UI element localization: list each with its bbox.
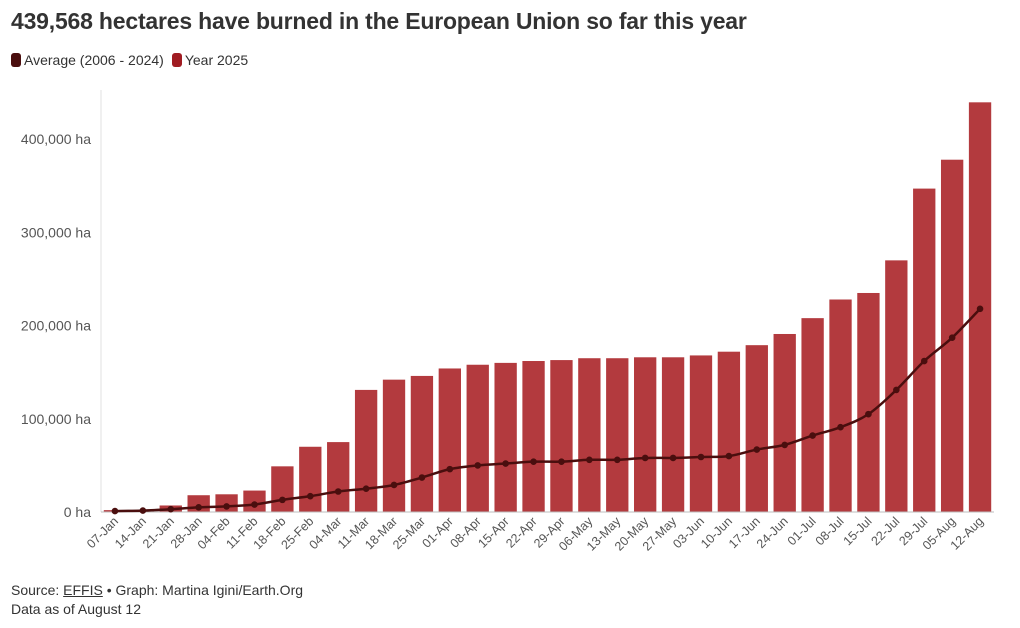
x-tick-label: 08-Jul bbox=[813, 514, 847, 548]
bar-year-2025 bbox=[689, 355, 713, 512]
bar-year-2025 bbox=[327, 442, 350, 512]
bar-year-2025 bbox=[829, 299, 852, 512]
bar-year-2025 bbox=[438, 368, 461, 512]
bar-year-2025 bbox=[410, 375, 434, 512]
average-point bbox=[474, 462, 482, 469]
average-point bbox=[390, 481, 398, 489]
bar-year-2025 bbox=[466, 364, 489, 512]
average-point bbox=[446, 465, 454, 473]
average-point bbox=[530, 458, 537, 465]
average-point bbox=[418, 474, 426, 481]
x-tick-label: 22-Jul bbox=[868, 514, 902, 548]
footer: Source: EFFIS • Graph: Martina Igini/Ear… bbox=[11, 581, 303, 619]
average-point bbox=[279, 496, 286, 504]
bar-year-2025 bbox=[913, 188, 936, 512]
average-point bbox=[893, 386, 900, 394]
average-point bbox=[502, 460, 509, 467]
average-point bbox=[195, 504, 202, 511]
average-point bbox=[781, 441, 789, 449]
source-prefix: Source: bbox=[11, 582, 60, 598]
average-point bbox=[948, 334, 956, 342]
average-point bbox=[865, 410, 872, 418]
average-point bbox=[223, 503, 230, 510]
bar-year-2025 bbox=[857, 292, 880, 512]
average-point bbox=[976, 305, 984, 313]
bar-year-2025 bbox=[299, 446, 322, 512]
average-point bbox=[586, 456, 593, 464]
average-point bbox=[306, 492, 314, 500]
bar-year-2025 bbox=[382, 379, 406, 512]
average-point bbox=[837, 423, 844, 431]
average-point bbox=[697, 453, 705, 461]
average-point bbox=[334, 488, 342, 495]
graph-credit: • Graph: Martina Igini/Earth.Org bbox=[106, 582, 304, 598]
y-tick-label: 400,000 ha bbox=[21, 131, 91, 147]
bar-year-2025 bbox=[661, 357, 685, 512]
bar-year-2025 bbox=[634, 357, 657, 512]
average-point bbox=[362, 485, 370, 493]
source-link[interactable]: EFFIS bbox=[63, 582, 103, 598]
average-point bbox=[753, 446, 761, 453]
bar-year-2025 bbox=[745, 345, 768, 512]
x-tick-label: 01-Jul bbox=[785, 514, 819, 548]
average-point bbox=[725, 452, 733, 460]
bar-year-2025 bbox=[717, 351, 741, 512]
average-point bbox=[669, 454, 677, 462]
bar-year-2025 bbox=[578, 358, 601, 512]
y-tick-label: 200,000 ha bbox=[21, 318, 91, 334]
bar-year-2025 bbox=[494, 362, 517, 512]
average-point bbox=[641, 454, 649, 462]
average-point bbox=[167, 505, 175, 513]
x-tick-label: 15-Jul bbox=[841, 514, 875, 548]
bar-year-2025 bbox=[271, 466, 294, 512]
legend-swatch-year-2025 bbox=[171, 53, 182, 67]
bar-year-2025 bbox=[773, 333, 796, 512]
bar-year-2025 bbox=[550, 360, 573, 512]
legend: Average (2006 - 2024) Year 2025 bbox=[11, 52, 256, 68]
bar-year-2025 bbox=[801, 318, 824, 512]
bar-year-2025 bbox=[522, 361, 545, 512]
y-tick-label: 300,000 ha bbox=[21, 224, 91, 240]
average-point bbox=[139, 507, 147, 514]
burned-area-chart: 0 ha 100,000 ha 200,000 ha 300,000 ha 400,00… bbox=[21, 90, 994, 554]
data-date-note: Data as of August 12 bbox=[11, 601, 141, 617]
y-tick-label: 100,000 ha bbox=[21, 411, 91, 427]
legend-label-year-2025: Year 2025 bbox=[184, 52, 249, 68]
average-point bbox=[809, 432, 816, 439]
legend-item-year-2025[interactable]: Year 2025 bbox=[171, 52, 249, 68]
bar-year-2025 bbox=[885, 260, 908, 512]
bar-year-2025 bbox=[606, 358, 629, 512]
average-point bbox=[613, 456, 621, 464]
source-line: Source: EFFIS • Graph: Martina Igini/Ear… bbox=[11, 581, 303, 600]
chart-title: 439,568 hectares have burned in the Euro… bbox=[11, 8, 747, 34]
average-point bbox=[920, 357, 928, 365]
x-tick-label: 24-Jun bbox=[754, 514, 791, 551]
legend-swatch-average bbox=[11, 53, 21, 67]
average-point bbox=[251, 501, 258, 508]
legend-label-average: Average (2006 - 2024) bbox=[24, 52, 164, 68]
bar-year-2025 bbox=[354, 389, 378, 512]
y-tick-label: 0 ha bbox=[64, 504, 91, 520]
average-point bbox=[111, 507, 119, 515]
legend-item-average[interactable]: Average (2006 - 2024) bbox=[11, 52, 164, 68]
average-point bbox=[558, 458, 565, 465]
